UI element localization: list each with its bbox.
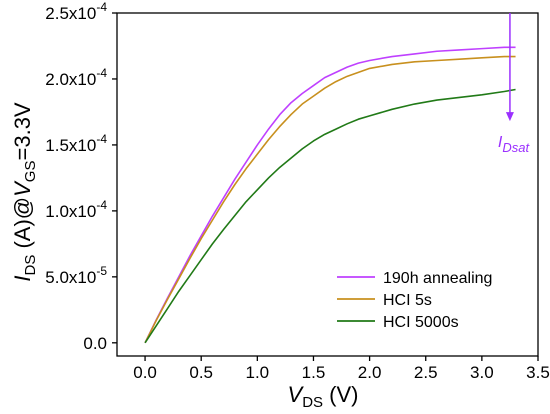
y-tick-label: 1.5x10-4 [45, 132, 107, 155]
y-axis-title-rest: =3.3V [10, 102, 35, 160]
x-axis-title: VDS (V) [288, 382, 359, 411]
x-tick-label: 1.0 [246, 363, 270, 382]
legend-label: HCI 5000s [383, 314, 459, 331]
y-tick-exponent: -4 [96, 132, 107, 146]
y-tick-exponent: -4 [96, 0, 107, 14]
y-axis-title: IDS (A)@VGS=3.3V [10, 102, 39, 282]
idsat-label-main: I [498, 134, 503, 151]
legend-label: HCI 5s [383, 292, 432, 309]
series-line-1 [144, 55, 516, 344]
plot-frame [116, 12, 539, 357]
series-line-2 [144, 88, 516, 344]
y-tick-label: 2.5x10-4 [45, 0, 107, 23]
x-tick-label: 0.0 [133, 363, 157, 382]
x-axis-title-sub: DS [302, 394, 323, 411]
idsat-arrowhead [505, 112, 514, 122]
y-tick-mantissa: 2.0x10 [45, 70, 96, 89]
y-tick-mantissa: 1.5x10 [45, 136, 96, 155]
y-axis-title-mid: (A)@ [10, 197, 35, 255]
y-axis-title-main2: V [10, 180, 35, 197]
idsat-label-sub: Dsat [502, 140, 530, 155]
idsat-annotation: IDsat [498, 13, 531, 155]
x-tick-label: 2.0 [358, 363, 382, 382]
idsat-label: IDsat [498, 134, 531, 155]
x-tick-label: 3.5 [526, 363, 550, 382]
x-tick-label: 1.5 [302, 363, 326, 382]
x-tick-label: 2.5 [414, 363, 438, 382]
legend-label: 190h annealing [383, 270, 492, 287]
x-tick-label: 3.0 [470, 363, 494, 382]
series-lines [144, 46, 516, 344]
x-axis-title-rest: (V) [323, 382, 358, 407]
legend: 190h annealing HCI 5s HCI 5000s [337, 270, 492, 331]
y-tick-mantissa: 5.0x10 [45, 268, 96, 287]
x-axis-title-main: V [288, 382, 305, 407]
y-tick-mantissa: 0.0 [83, 334, 107, 353]
series-line-0 [144, 46, 516, 344]
y-axis-title-sub1: DS [22, 255, 39, 276]
y-tick-exponent: -4 [96, 198, 107, 212]
y-axis-ticks: 0.05.0x10-51.0x10-41.5x10-42.0x10-42.5x1… [45, 0, 117, 353]
y-axis-title-sub2: GS [22, 160, 39, 182]
y-tick-mantissa: 2.5x10 [45, 4, 96, 23]
y-tick-label: 5.0x10-5 [45, 264, 107, 287]
y-tick-label: 1.0x10-4 [45, 198, 107, 221]
y-axis-title-main: I [10, 275, 35, 281]
y-tick-exponent: -4 [96, 66, 107, 80]
y-tick-label: 0.0 [83, 334, 107, 353]
y-tick-exponent: -5 [96, 264, 107, 278]
x-axis-ticks: 0.0 0.5 1.0 1.5 2.0 2.5 3.0 3.5 [133, 356, 550, 382]
x-tick-label: 0.5 [189, 363, 213, 382]
y-tick-label: 2.0x10-4 [45, 66, 107, 89]
y-tick-mantissa: 1.0x10 [45, 202, 96, 221]
